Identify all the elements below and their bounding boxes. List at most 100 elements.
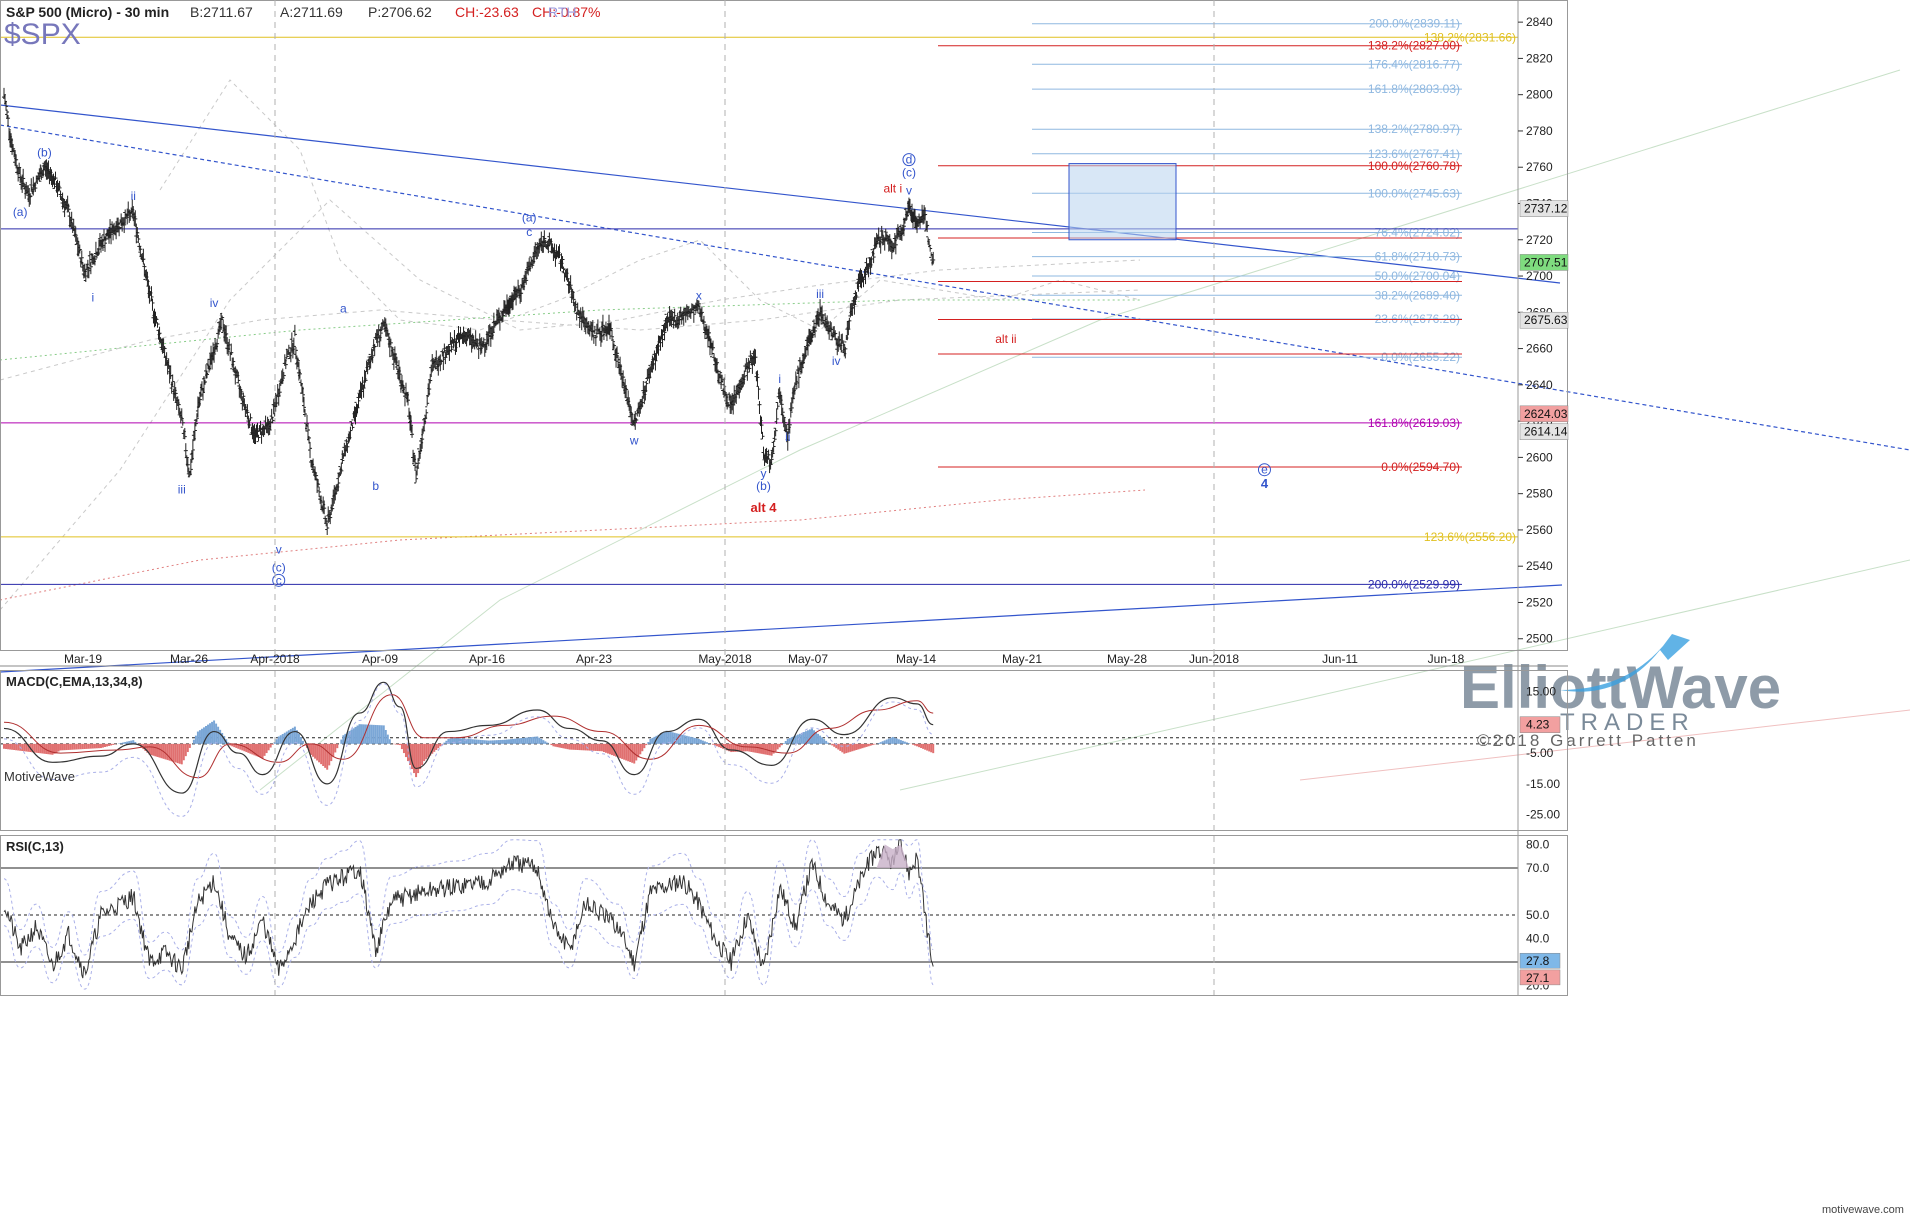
fib-level-label: 123.6%(2767.41) [1368,147,1460,161]
x-tick-label: Apr-23 [576,652,612,666]
rsi-value-box [1519,952,1561,969]
copyright-text: ©2018 Garrett Patten [1477,731,1699,750]
wave-label: ii [785,430,790,444]
rsi-value-label: 27.1 [1526,971,1550,985]
platform-label: MotiveWave [4,769,75,784]
price-panel: 138.2%(2831.66) 123.6%(2556.20) 200.0%(283… [0,17,1910,791]
price-value: P:2706.62 [368,4,432,20]
x-tick-label: Apr-2018 [250,652,300,666]
rsi-band-lower [3,872,934,990]
wave-label-circle [272,573,286,587]
wave-label: i [778,372,781,386]
wave-label-circle [902,153,916,167]
price-tag-box [1519,311,1569,329]
fib-level-label: 200.0%(2839.11) [1369,17,1460,31]
rsi-title: RSI(C,13) [6,839,64,854]
wave-label: iii [178,483,186,497]
target-zone-box [1068,163,1177,241]
wave-label: alt ii [995,332,1016,346]
y-tick-label: 2780 [1526,124,1553,138]
y-tick-label: 2540 [1526,559,1553,573]
moving-average-line [0,299,1140,361]
wave-label: d [906,153,913,167]
macd-panel: MACD(C,EMA,13,34,8) [0,674,1518,817]
y-tick-label: 2800 [1526,88,1553,102]
wave-label: v [906,183,912,197]
wave-label-circle [1257,463,1271,477]
upper-trend-line [0,104,1561,284]
brand-watermark: ElliottWave TRADER ©2018 Garrett Patten [1460,634,1781,750]
rsi-value-label: 27.8 [1526,954,1550,968]
change-pct-value: CH:-0.87% [532,4,600,20]
trend-line-faint [259,69,1901,791]
upper-trend-line-dashed [0,124,1910,451]
price-tag-label: 2614.14 [1524,425,1568,439]
wave-label: a [340,301,347,315]
fib-level-label: 100.0%(2760.78) [1368,159,1460,173]
brand-subtitle: TRADER [1560,709,1695,736]
bid-value: B:2711.67 [190,4,253,20]
rsi-y-tick-label: 70.0 [1526,861,1550,875]
wave-label: alt 4 [751,500,778,515]
x-tick-label: Jun-18 [1428,652,1465,666]
wave-label: b [372,479,379,493]
wave-label: x [696,289,702,303]
x-tick-label: May-21 [1002,652,1042,666]
fib-level-label: 176.4%(2816.77) [1368,57,1460,71]
wave-label: c [526,225,532,239]
wave-label: y [761,466,767,480]
price-tag-label: 2737.12 [1524,202,1568,216]
fib-level-label: 161.8%(2803.03) [1368,82,1460,96]
macd-band-line [3,683,934,817]
rsi-band-upper [3,839,934,956]
x-tick-label: Mar-26 [170,652,208,666]
wave-label: ii [131,189,136,203]
wave-label: (a) [522,211,537,225]
y-tick-label: 2520 [1526,595,1553,609]
y-tick-label: 2580 [1526,487,1553,501]
rsi-y-tick-label: 50.0 [1526,908,1550,922]
rsi-overbought-fill [876,844,909,868]
wave-label: iv [832,354,841,368]
wave-label: (c) [902,165,916,179]
wave-label: c [276,573,282,587]
wave-label: iii [816,287,824,301]
fib-level-label: 123.6%(2556.20) [1424,530,1516,544]
macd-y-tick-label: 15.00 [1526,685,1556,699]
wave-label: (b) [756,479,771,493]
macd-frame [0,670,1568,831]
change-value: CH:-23.63 [455,4,519,20]
session-label: RTH [548,4,577,20]
macd-title: MACD(C,EMA,13,34,8) [6,674,143,689]
price-tag-box [1519,200,1569,217]
wave-label: 4 [1261,476,1269,491]
fib-level-label: 0.0%(2594.70) [1381,460,1460,474]
x-tick-label: May-28 [1107,652,1147,666]
macd-value-label: 4.23 [1526,718,1550,732]
x-tick-label: May-2018 [698,652,752,666]
macd-signal-line [3,694,934,779]
fib-level-label: 0.0%(2655.22) [1381,350,1460,364]
trend-line-faint [899,559,1910,791]
wave-label: iv [210,296,219,310]
x-tick-label: Apr-09 [362,652,398,666]
trend-line-faint [1299,709,1910,781]
fib-level-label: 138.2%(2780.97) [1368,122,1460,136]
price-tag-box [1519,423,1569,440]
x-tick-label: May-14 [896,652,936,666]
x-tick-label: Mar-19 [64,652,102,666]
price-tag-box [1519,405,1569,423]
y-tick-label: 2660 [1526,342,1553,356]
wave-label: i [92,290,95,304]
wave-label: w [629,434,639,448]
y-tick-label: 2700 [1526,269,1553,283]
macd-value-box [1519,716,1561,733]
x-tick-label: Apr-16 [469,652,505,666]
y-tick-label: 2840 [1526,15,1553,29]
site-label: motivewave.com [1822,1204,1904,1216]
price-tag-label: 2675.63 [1524,313,1568,327]
rsi-panel: RSI(C,13) [0,839,1518,990]
y-tick-label: 2640 [1526,378,1553,392]
rsi-frame [0,835,1568,996]
